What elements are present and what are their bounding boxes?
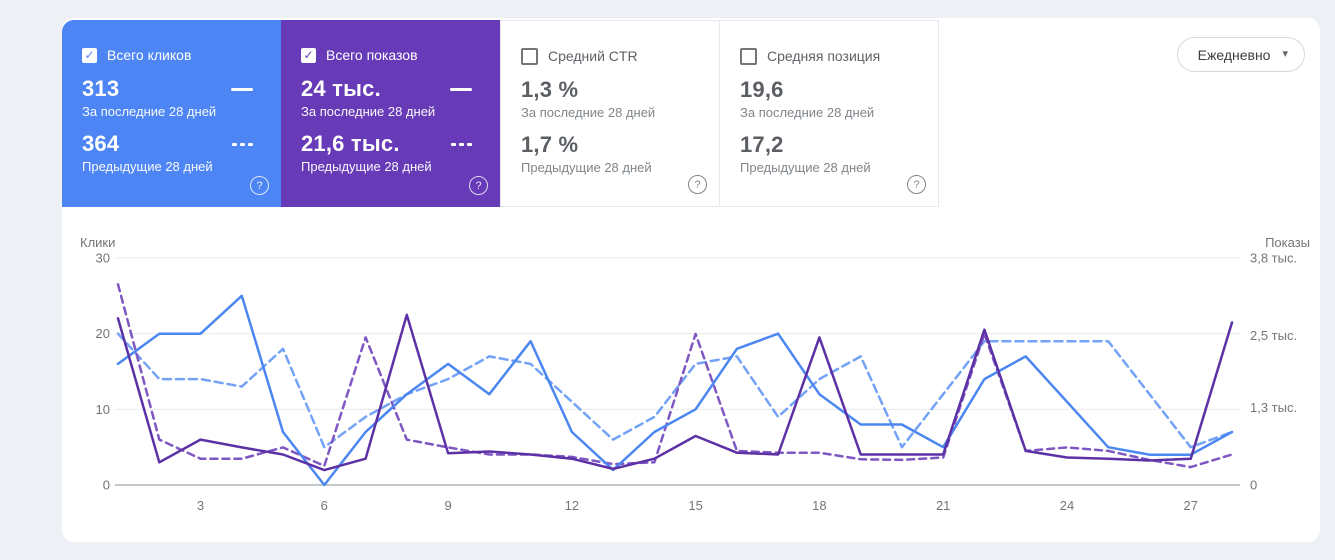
x-axis-tick-label: 21: [936, 498, 950, 513]
series-right-solid: [116, 313, 1234, 472]
solid-line-sample-icon: [450, 87, 472, 91]
x-axis-tick-label: 18: [812, 498, 826, 513]
x-axis-tick-label: 15: [688, 498, 702, 513]
metric-value-previous: 1,7 %: [521, 132, 579, 157]
performance-panel: ✓ Всего кликов 313 За последние 28 дней …: [62, 18, 1320, 542]
checkbox-total-impressions[interactable]: ✓: [301, 47, 316, 63]
series-left-dashed: [116, 332, 1234, 449]
card-average-position[interactable]: Средняя позиция 19,6 За последние 28 дне…: [719, 20, 939, 207]
metric-value-current: 1,3 %: [521, 77, 579, 102]
left-axis-tick-label: 0: [103, 478, 110, 493]
card-average-ctr[interactable]: Средний CTR 1,3 % За последние 28 дней 1…: [500, 20, 720, 207]
card-total-clicks[interactable]: ✓ Всего кликов 313 За последние 28 дней …: [62, 20, 281, 207]
metric-cards: ✓ Всего кликов 313 За последние 28 дней …: [62, 20, 939, 207]
metric-label-previous: Предыдущие 28 дней: [740, 160, 871, 175]
series-right-dashed: [116, 283, 1234, 469]
chevron-down-icon: ▾: [1282, 48, 1288, 60]
card-title: Всего кликов: [107, 47, 192, 63]
right-axis-tick-label: 1,3 тыс.: [1250, 400, 1297, 415]
x-axis-tick-label: 9: [444, 498, 451, 513]
metric-label-current: За последние 28 дней: [301, 104, 436, 119]
x-axis-tick-label: 3: [197, 498, 204, 513]
left-axis-tick-label: 20: [96, 326, 110, 341]
right-axis-tick-label: 0: [1250, 478, 1257, 493]
metric-label-current: За последние 28 дней: [521, 105, 656, 120]
left-axis-tick-label: 10: [96, 402, 110, 417]
card-title: Средняя позиция: [767, 48, 881, 64]
help-icon[interactable]: ?: [250, 176, 269, 195]
metric-label-previous: Предыдущие 28 дней: [301, 159, 432, 174]
metric-value-previous: 21,6 тыс.: [301, 131, 400, 156]
right-axis-title: Показы: [1265, 235, 1310, 250]
card-title: Всего показов: [326, 47, 418, 63]
metric-value-previous: 17,2: [740, 132, 784, 157]
x-axis-tick-label: 12: [565, 498, 579, 513]
help-icon[interactable]: ?: [907, 175, 926, 194]
checkbox-total-clicks[interactable]: ✓: [82, 47, 97, 63]
metric-label-previous: Предыдущие 28 дней: [521, 160, 652, 175]
help-icon[interactable]: ?: [469, 176, 488, 195]
metric-value-current: 19,6: [740, 77, 784, 102]
card-title: Средний CTR: [548, 48, 638, 64]
series-left-solid: [116, 294, 1234, 487]
solid-line-sample-icon: [231, 87, 253, 91]
granularity-dropdown-label: Ежедневно: [1197, 46, 1271, 63]
check-icon: ✓: [303, 48, 314, 62]
right-axis-tick-label: 2,5 тыс.: [1250, 328, 1297, 343]
left-axis-title: Клики: [80, 235, 116, 250]
check-icon: ✓: [84, 48, 95, 62]
right-axis-tick-label: 3,8 тыс.: [1250, 251, 1297, 266]
metric-value-current: 313: [82, 76, 120, 101]
dashed-line-sample-icon: [451, 142, 472, 146]
metric-label-previous: Предыдущие 28 дней: [82, 159, 213, 174]
dashed-line-sample-icon: [232, 142, 253, 146]
metric-label-current: За последние 28 дней: [740, 105, 875, 120]
granularity-dropdown[interactable]: Ежедневно ▾: [1176, 37, 1305, 72]
performance-chart[interactable]: 0 10 20 30 0 1,3 тыс. 2,5 тыс. 3,8 тыс. 3 6 9 12 15 1…: [62, 250, 1320, 522]
metric-label-current: За последние 28 дней: [82, 104, 217, 119]
help-icon[interactable]: ?: [688, 175, 707, 194]
x-axis-tick-label: 24: [1060, 498, 1074, 513]
metric-value-previous: 364: [82, 131, 120, 156]
x-axis-tick-label: 27: [1184, 498, 1198, 513]
checkbox-average-ctr[interactable]: [521, 47, 538, 65]
x-axis-tick-label: 6: [321, 498, 328, 513]
metric-value-current: 24 тыс.: [301, 76, 381, 101]
left-axis-tick-label: 30: [96, 251, 110, 266]
checkbox-average-position[interactable]: [740, 47, 757, 65]
card-total-impressions[interactable]: ✓ Всего показов 24 тыс. За последние 28 …: [281, 20, 500, 207]
